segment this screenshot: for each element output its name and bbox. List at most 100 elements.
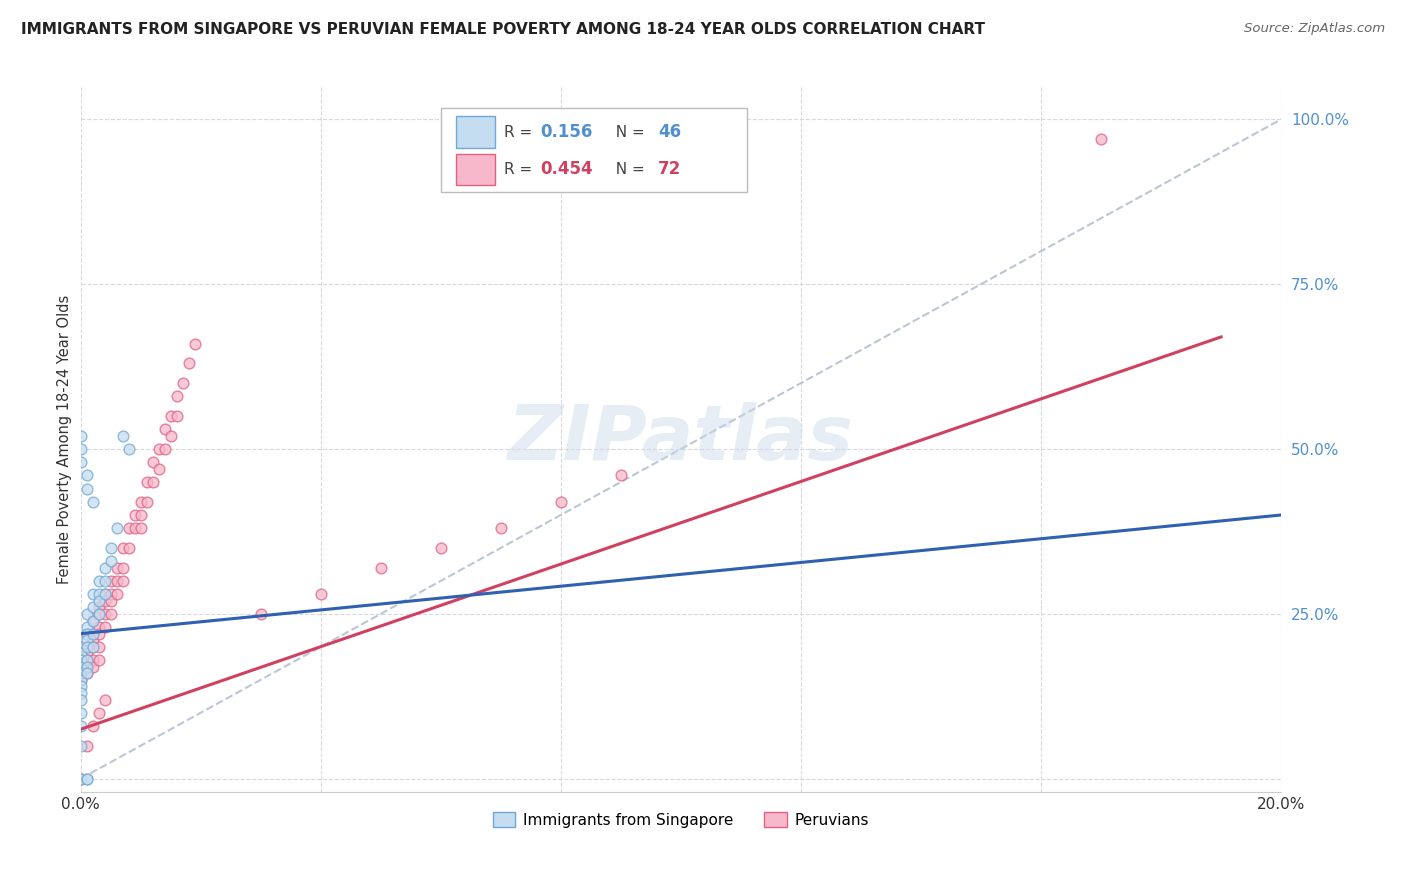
Point <box>153 442 176 456</box>
Point <box>82 653 104 667</box>
Point <box>111 429 134 443</box>
Point <box>69 666 91 681</box>
Point <box>76 633 98 648</box>
Point <box>69 772 91 786</box>
Point <box>87 600 110 615</box>
Point <box>69 429 91 443</box>
Point <box>100 607 122 621</box>
Point <box>124 508 146 522</box>
Point <box>82 640 104 654</box>
Point <box>87 640 110 654</box>
Y-axis label: Female Poverty Among 18-24 Year Olds: Female Poverty Among 18-24 Year Olds <box>58 294 72 583</box>
Point <box>76 626 98 640</box>
Point <box>76 659 98 673</box>
Point <box>159 409 181 423</box>
Point <box>69 772 91 786</box>
Point <box>111 574 134 588</box>
Point <box>76 739 98 753</box>
Point <box>69 653 91 667</box>
Point <box>76 640 98 654</box>
Point <box>111 560 134 574</box>
Point <box>76 653 98 667</box>
Point <box>117 541 139 555</box>
Point <box>87 706 110 720</box>
Point <box>249 607 271 621</box>
Point <box>69 673 91 687</box>
Point <box>69 706 91 720</box>
Point <box>87 626 110 640</box>
Point <box>105 560 128 574</box>
Point <box>166 409 188 423</box>
Point <box>76 640 98 654</box>
Point <box>82 719 104 733</box>
Point <box>159 429 181 443</box>
Point <box>610 468 633 483</box>
Point <box>76 666 98 681</box>
Point <box>166 389 188 403</box>
Point <box>124 521 146 535</box>
Point <box>100 574 122 588</box>
Point <box>69 640 91 654</box>
Point <box>87 607 110 621</box>
Point <box>309 587 332 601</box>
Point <box>177 356 200 370</box>
Point <box>76 620 98 634</box>
Point <box>76 626 98 640</box>
Point <box>93 593 115 607</box>
Point <box>93 692 115 706</box>
Legend: Immigrants from Singapore, Peruvians: Immigrants from Singapore, Peruvians <box>486 806 875 834</box>
Point <box>76 468 98 483</box>
Point <box>69 659 91 673</box>
Point <box>93 620 115 634</box>
Text: 0.156: 0.156 <box>540 123 593 141</box>
Point <box>148 442 170 456</box>
Point <box>69 719 91 733</box>
Point <box>111 541 134 555</box>
Point <box>82 495 104 509</box>
Point <box>82 626 104 640</box>
Point <box>76 653 98 667</box>
Text: N =: N = <box>606 161 650 177</box>
Point <box>153 422 176 436</box>
Point <box>172 376 194 390</box>
Point <box>1090 132 1112 146</box>
Point <box>76 772 98 786</box>
Point <box>69 653 91 667</box>
Point <box>141 475 163 489</box>
Point <box>69 659 91 673</box>
Point <box>93 587 115 601</box>
Point <box>76 772 98 786</box>
Point <box>69 640 91 654</box>
Point <box>87 593 110 607</box>
Text: ZIPatlas: ZIPatlas <box>508 402 853 476</box>
Point <box>82 626 104 640</box>
Point <box>370 560 392 574</box>
Point <box>76 666 98 681</box>
Point <box>129 521 152 535</box>
Point <box>69 692 91 706</box>
Point <box>129 495 152 509</box>
Text: 0.454: 0.454 <box>540 161 593 178</box>
Point <box>76 482 98 496</box>
Point <box>429 541 451 555</box>
Point <box>105 587 128 601</box>
Point <box>550 495 572 509</box>
Point <box>87 574 110 588</box>
Point <box>148 462 170 476</box>
Point <box>82 587 104 601</box>
Point <box>76 607 98 621</box>
Point <box>100 587 122 601</box>
Point <box>87 653 110 667</box>
Point <box>69 442 91 456</box>
Point <box>93 587 115 601</box>
Point <box>489 521 512 535</box>
Point <box>117 521 139 535</box>
Point <box>93 560 115 574</box>
Point <box>82 614 104 628</box>
Point <box>93 574 115 588</box>
Point <box>135 495 157 509</box>
Point <box>82 633 104 648</box>
Point <box>69 647 91 661</box>
Point <box>69 739 91 753</box>
Point <box>100 593 122 607</box>
